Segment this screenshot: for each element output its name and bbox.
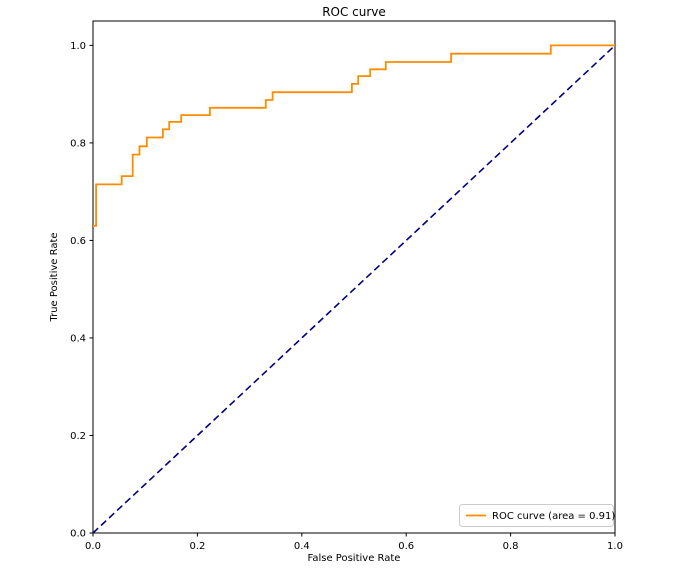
legend-label: ROC curve (area = 0.91) xyxy=(492,511,615,522)
y-tick-label: 0.4 xyxy=(70,333,86,344)
plot-area xyxy=(92,20,616,534)
series-lines xyxy=(92,44,616,534)
y-tick-label: 1.0 xyxy=(70,41,86,52)
chance-diagonal-line xyxy=(92,44,616,534)
legend: ROC curve (area = 0.91) xyxy=(459,504,615,527)
x-tick-label: 0.0 xyxy=(85,541,101,552)
x-tick-label: 0.8 xyxy=(503,541,519,552)
x-tick-label: 0.2 xyxy=(189,541,205,552)
chart-title: ROC curve xyxy=(322,5,386,19)
y-tick-label: 0.8 xyxy=(70,138,86,149)
y-tick-label: 0.2 xyxy=(70,431,86,442)
x-tick-label: 1.0 xyxy=(607,541,623,552)
y-axis-ticks: 0.0 0.2 0.4 0.6 0.8 1.0 xyxy=(70,41,93,540)
x-axis-ticks: 0.0 0.2 0.4 0.6 0.8 1.0 xyxy=(85,533,623,552)
y-tick-label: 0.6 xyxy=(70,236,86,247)
y-tick-label: 0.0 xyxy=(70,529,86,540)
legend-box xyxy=(459,504,614,527)
x-tick-label: 0.6 xyxy=(398,541,414,552)
x-tick-label: 0.4 xyxy=(294,541,310,552)
x-axis-label: False Positive Rate xyxy=(308,553,401,564)
y-axis-label: True Positive Rate xyxy=(49,232,60,322)
roc-curve-line xyxy=(93,44,615,227)
